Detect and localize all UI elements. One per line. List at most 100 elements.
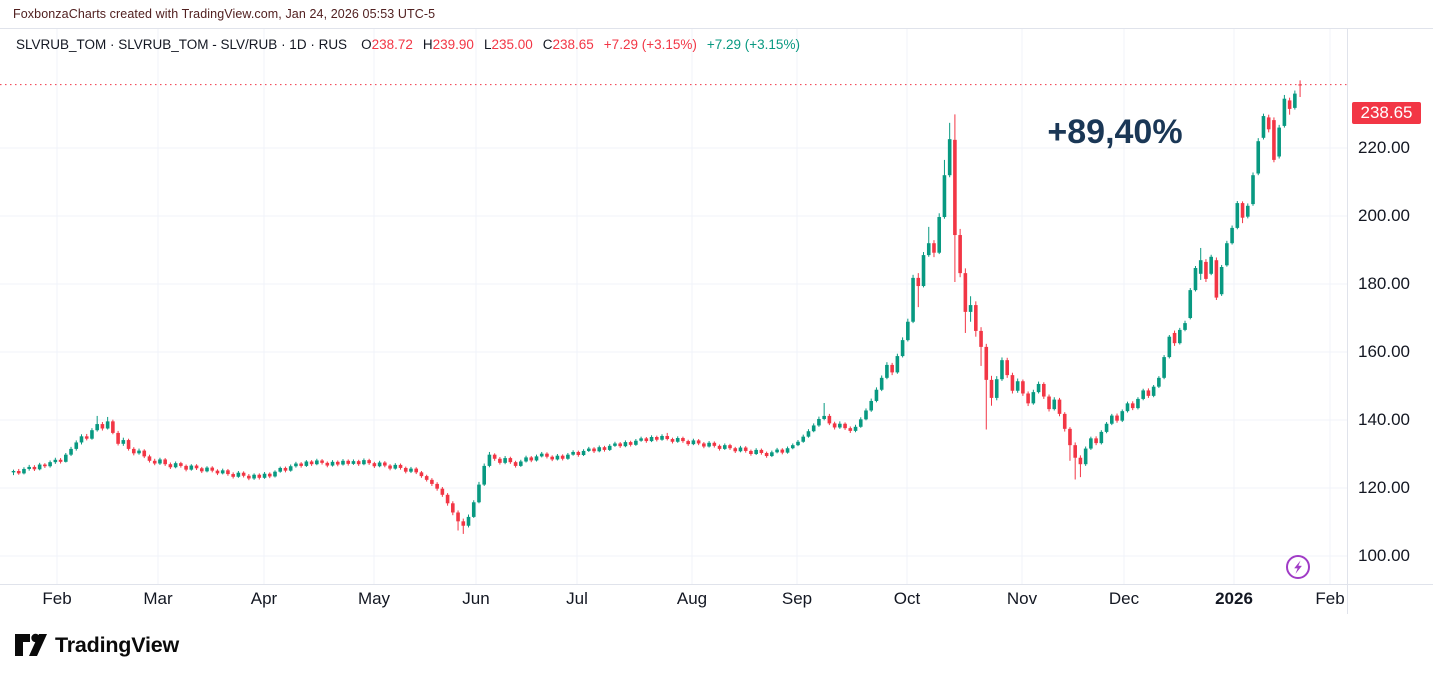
candle-body: [644, 438, 649, 442]
candle-body: [832, 423, 837, 428]
candle-body: [435, 483, 439, 489]
candle-body: [817, 418, 821, 426]
price-tick-label: 220.00: [1358, 138, 1410, 157]
candle-body: [241, 472, 246, 476]
candle-body: [1141, 390, 1145, 399]
candle-body: [675, 438, 680, 442]
candle-body: [968, 305, 973, 312]
candle-body: [330, 461, 335, 466]
candle-body: [325, 462, 330, 466]
percent-change-annotation: +89,40%: [1047, 113, 1183, 151]
change-value: +7.29 (+3.15%): [603, 37, 697, 52]
ohlc-open: O238.72: [361, 37, 413, 52]
candle-body: [702, 443, 706, 447]
candle-body: [958, 235, 962, 274]
candle-body: [27, 466, 31, 469]
candle-body: [1177, 329, 1182, 344]
flash-icon[interactable]: [1284, 553, 1312, 581]
candle-body: [885, 364, 889, 378]
candle-body: [513, 462, 518, 466]
candle-body: [869, 400, 874, 411]
candle-body: [74, 442, 79, 449]
tradingview-logo-text: TradingView: [55, 632, 180, 657]
candle-body: [519, 461, 523, 466]
candle-body: [806, 431, 811, 437]
candle-body: [853, 426, 858, 431]
candle-body: [90, 430, 94, 439]
candle-body: [1298, 84, 1302, 86]
candle-body: [916, 277, 921, 287]
candle-body: [1214, 260, 1219, 298]
candle-body: [58, 459, 63, 462]
candle-body: [1104, 423, 1109, 432]
symbol-title[interactable]: SLVRUB_TOM · SLVRUB_TOM - SLV/RUB · 1D ·…: [16, 37, 348, 52]
candle-body: [1282, 98, 1287, 126]
candle-body: [775, 449, 779, 453]
price-tick-label: 160.00: [1358, 342, 1410, 361]
candle-body: [1036, 383, 1041, 393]
candle-body: [1188, 290, 1193, 318]
candle-body: [1125, 403, 1130, 412]
candle-body: [1235, 203, 1240, 228]
time-tick-label: Sep: [781, 589, 813, 608]
candle-body: [906, 321, 910, 341]
candle-body: [299, 463, 303, 466]
candle-body: [231, 474, 235, 477]
last-price-badge: 238.65: [1352, 102, 1421, 124]
candle-body: [503, 458, 507, 463]
candle-body: [581, 450, 586, 456]
candle-body: [226, 470, 230, 475]
candle-body: [482, 465, 486, 485]
candle-body: [571, 451, 575, 455]
candle-body: [994, 379, 999, 398]
candle-body: [456, 512, 460, 522]
change-value-secondary: +7.29 (+3.15%): [706, 37, 800, 52]
candle-body: [587, 448, 591, 451]
candle-body: [1272, 120, 1276, 160]
tradingview-logo-icon[interactable]: [14, 633, 48, 657]
candle-body: [1073, 445, 1077, 458]
candle-body: [1293, 93, 1297, 108]
candle-body: [121, 440, 126, 444]
candle-body: [1130, 403, 1135, 409]
candle-body: [539, 453, 544, 457]
pane-top-border: [0, 28, 1433, 29]
candle-body: [879, 377, 884, 390]
candle-body: [267, 473, 272, 477]
time-axis[interactable]: Feb Mar Apr May Jun Jul Aug Sep Oct Nov Dec 2026 Feb: [0, 585, 1433, 614]
time-tick-label: Jun: [462, 589, 490, 608]
candle-body: [921, 255, 926, 287]
candle-body: [1251, 175, 1255, 205]
candle-body: [749, 450, 753, 454]
candle-body: [194, 465, 199, 469]
ohlc-low: L235.00: [483, 37, 533, 52]
time-tick-label: Nov: [1006, 589, 1038, 608]
time-tick-label: Mar: [143, 589, 173, 608]
candle-body: [257, 474, 262, 478]
candle-body: [707, 442, 711, 447]
candle-body: [1146, 390, 1151, 396]
candle-body: [550, 456, 554, 460]
candle-body: [858, 419, 863, 427]
candle-body: [1209, 256, 1213, 274]
price-tick-label: 100.00: [1358, 546, 1410, 565]
candle-body: [654, 437, 659, 440]
candle-body: [477, 484, 481, 503]
candle-body: [320, 460, 324, 463]
price-tick-label: 120.00: [1358, 478, 1410, 497]
candle-body: [634, 440, 638, 445]
candle-body: [1005, 360, 1009, 376]
candle-body: [184, 465, 188, 470]
candle-body: [152, 460, 157, 464]
candle-body: [780, 449, 785, 453]
candle-body: [623, 442, 628, 447]
price-axis-border: [1347, 28, 1348, 614]
price-axis[interactable]: 238.65 220.00 200.00 180.00 160.00 140.00 120…: [1348, 28, 1433, 584]
candle-body: [1015, 381, 1020, 391]
candle-body: [393, 464, 398, 469]
candle-body: [1078, 457, 1083, 465]
legend[interactable]: SLVRUB_TOM · SLVRUB_TOM - SLV/RUB · 1D ·…: [16, 37, 800, 52]
candle-body: [32, 466, 37, 470]
candle-body: [168, 464, 173, 468]
